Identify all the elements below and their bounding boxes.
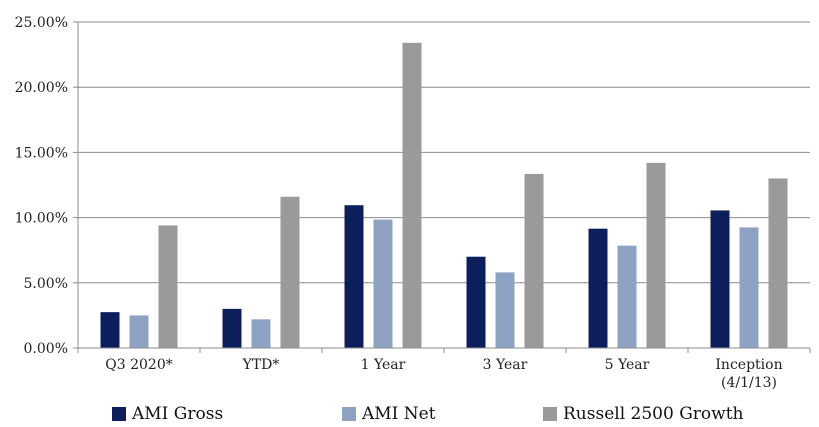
- bar-ami-gross: [588, 228, 608, 348]
- legend-item-ami-gross: AMI Gross: [112, 404, 223, 424]
- legend: AMI Gross AMI Net Russell 2500 Growth: [112, 404, 812, 426]
- y-tick-label: 5.00%: [24, 276, 68, 292]
- x-tick-label: 1 Year: [361, 357, 406, 373]
- bar-ami-gross: [344, 205, 364, 348]
- bars: [100, 42, 788, 348]
- x-tick-label: YTD*: [242, 357, 280, 373]
- legend-label-ami-gross: AMI Gross: [132, 404, 224, 424]
- bar-russell-2500-growth: [768, 178, 788, 348]
- y-tick-label: 20.00%: [15, 80, 68, 96]
- bar-russell-2500-growth: [280, 196, 300, 348]
- x-tick-label: Q3 2020*: [105, 357, 172, 373]
- bar-ami-gross: [222, 308, 242, 348]
- legend-label-russell-2500-growth: Russell 2500 Growth: [563, 404, 744, 424]
- bar-ami-net: [495, 272, 515, 348]
- x-tick-label: 5 Year: [605, 357, 650, 373]
- legend-swatch-russell-2500-growth: [543, 407, 557, 421]
- y-tick-labels: 0.00% 5.00% 10.00% 15.00% 20.00% 25.00%: [15, 15, 68, 357]
- legend-item-ami-net: AMI Net: [342, 404, 436, 424]
- bar-ami-gross: [100, 312, 120, 348]
- bar-russell-2500-growth: [524, 173, 544, 348]
- bar-russell-2500-growth: [158, 225, 178, 348]
- gridlines: [78, 21, 810, 284]
- legend-label-ami-net: AMI Net: [362, 404, 436, 424]
- bar-ami-gross: [466, 256, 486, 348]
- axes: [73, 21, 811, 353]
- bar-ami-net: [251, 319, 271, 348]
- x-tick-labels: Q3 2020* YTD* 1 Year 3 Year 5 Year Inception (…: [105, 357, 782, 391]
- bar-ami-net: [129, 315, 149, 348]
- x-tick-label: (4/1/13): [721, 375, 777, 391]
- x-tick-label: Inception: [715, 357, 782, 373]
- bar-russell-2500-growth: [646, 162, 666, 348]
- y-tick-label: 15.00%: [15, 145, 68, 161]
- legend-swatch-ami-gross: [112, 407, 126, 421]
- x-tick-label: 3 Year: [483, 357, 528, 373]
- bar-ami-net: [739, 227, 759, 348]
- legend-item-russell-2500-growth: Russell 2500 Growth: [543, 404, 743, 424]
- bar-ami-gross: [710, 210, 730, 348]
- legend-swatch-ami-net: [342, 407, 356, 421]
- y-tick-label: 25.00%: [15, 15, 68, 31]
- y-tick-label: 10.00%: [15, 211, 68, 227]
- bar-ami-net: [617, 245, 637, 348]
- bar-russell-2500-growth: [402, 42, 422, 348]
- bar-ami-net: [373, 219, 393, 348]
- y-tick-label: 0.00%: [24, 341, 68, 357]
